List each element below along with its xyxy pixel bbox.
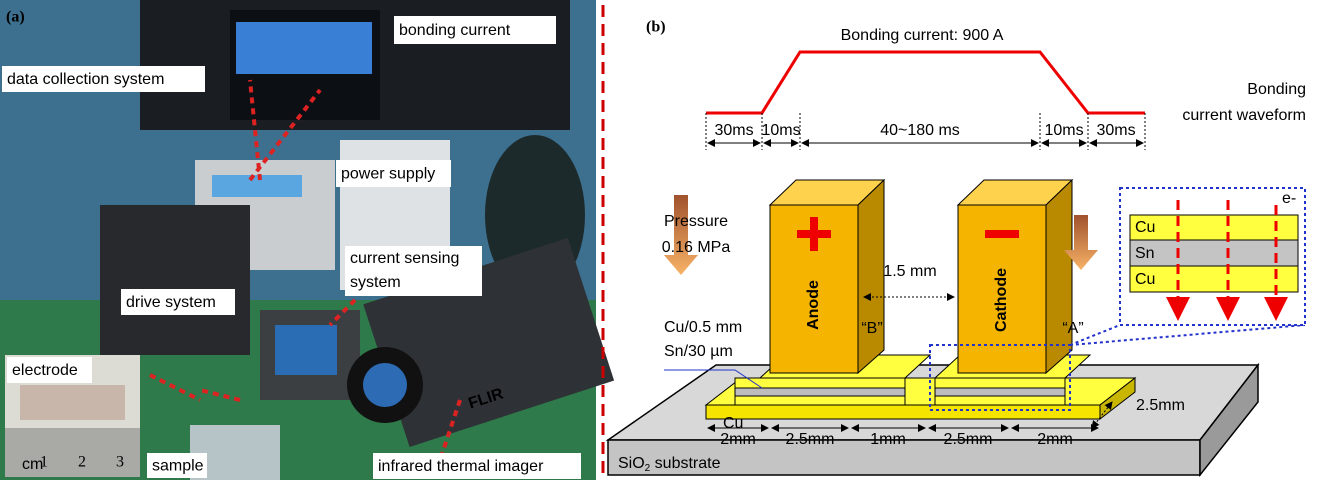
callout: infrared thermal imager xyxy=(378,458,544,475)
anode xyxy=(770,180,884,373)
inset-layer-label: Cu xyxy=(1135,219,1155,236)
duration-label: 10ms xyxy=(1044,122,1083,139)
layer-label: Cu/0.5 mm xyxy=(664,319,742,336)
cu-label: Cu xyxy=(723,415,743,432)
panel-label: (a) xyxy=(6,9,25,26)
width-label: 2.5mm xyxy=(786,431,835,448)
page: SiO2 substrate (a) bonding current data co… xyxy=(0,0,1319,480)
callout: bonding current xyxy=(399,22,511,39)
callout: data collection system xyxy=(7,71,164,88)
waveform xyxy=(706,52,1145,113)
zoom-lines xyxy=(1070,325,1305,345)
figure: SiO2 substrate (a) bonding current data co… xyxy=(0,0,1319,480)
pressure-arrow xyxy=(664,195,698,275)
carrier-label: e- xyxy=(1282,190,1296,207)
width-label: 2mm xyxy=(720,431,756,448)
base-front xyxy=(706,405,1100,419)
waveform-caption: Bonding xyxy=(1247,81,1306,98)
panel-label: (b) xyxy=(646,19,666,36)
marker-label: “A” xyxy=(1062,320,1083,337)
width-label: 2.5mm xyxy=(944,431,993,448)
duration-label: 30ms xyxy=(1096,122,1135,139)
substrate-label: SiO2 substrate xyxy=(618,455,721,473)
callout: sample xyxy=(152,458,204,475)
gap-label: 1.5 mm xyxy=(883,263,936,280)
marker-label: “B” xyxy=(861,320,882,337)
duration-label: 40~180 ms xyxy=(880,122,960,139)
callout: electrode xyxy=(12,362,78,379)
duration-label: 30ms xyxy=(714,122,753,139)
waveform-title: Bonding current: 900 A xyxy=(841,27,1004,44)
pressure-label: Pressure xyxy=(664,213,728,230)
callout: drive system xyxy=(126,294,216,311)
layer-label: Sn/30 µm xyxy=(664,343,733,360)
inset-layer xyxy=(1130,240,1298,266)
duration-label: 10ms xyxy=(761,122,800,139)
inset-layer-label: Cu xyxy=(1135,271,1155,288)
ruler-mark: 1 xyxy=(40,454,48,471)
callout: power supply xyxy=(341,166,435,183)
ruler-mark: 3 xyxy=(116,454,124,471)
electrode-label: Anode xyxy=(805,280,822,330)
callout: system xyxy=(350,274,401,291)
width-label: 1mm xyxy=(870,431,906,448)
inset-layer-label: Sn xyxy=(1135,245,1155,262)
ruler-mark: 2 xyxy=(78,454,86,471)
callout: current sensing xyxy=(350,250,459,267)
waveform-caption: current waveform xyxy=(1182,107,1306,124)
width-label: 2mm xyxy=(1037,431,1073,448)
pressure-label: 0.16 MPa xyxy=(662,239,731,256)
depth-label: 2.5mm xyxy=(1136,397,1185,414)
electrode-label: Cathode xyxy=(993,268,1010,332)
